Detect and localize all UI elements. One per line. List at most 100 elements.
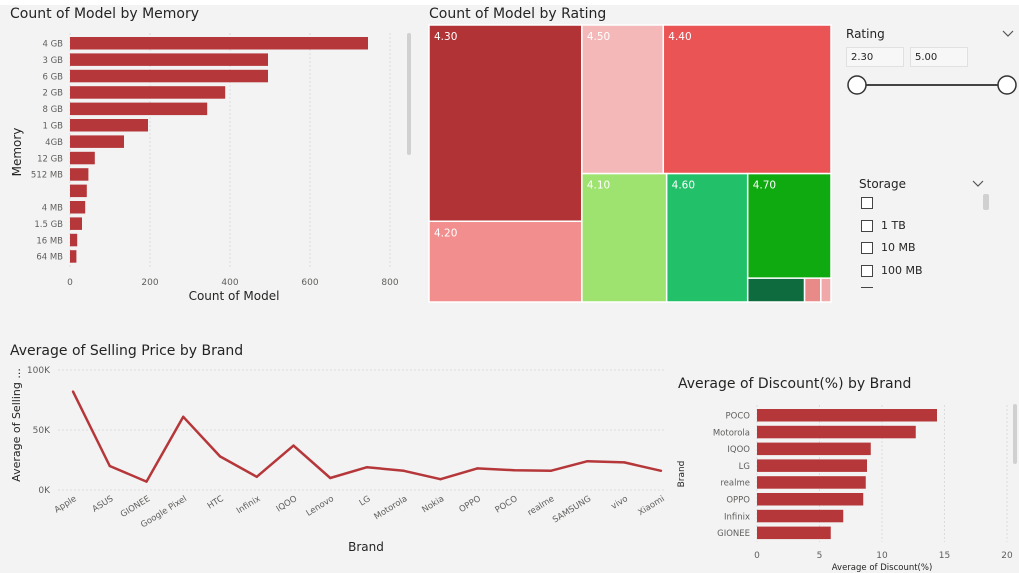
checkbox[interactable]	[861, 264, 873, 277]
x-tick-label: 15	[939, 551, 950, 561]
rating-max-input[interactable]: 5.00	[910, 47, 968, 67]
treemap-tile	[428, 220, 583, 303]
x-tick-label: OPPO	[457, 494, 483, 515]
treemap-tile	[662, 24, 832, 175]
storage-option[interactable]: 10 MB	[861, 241, 916, 254]
storage-option[interactable]: 100 MB	[861, 264, 923, 277]
memory-bar	[70, 86, 226, 99]
treemap-tile	[803, 277, 822, 303]
y-tick-label: 100K	[27, 366, 51, 376]
y-tick-label: IQOO	[727, 445, 750, 455]
discount-chart-scrollbar[interactable]	[1013, 404, 1017, 464]
y-tick-label: 3 GB	[42, 56, 63, 66]
price-point	[623, 461, 626, 464]
discount-bar-chart: 0 5 10 15 20 POCO Motorola IQOO LG realme OPPO Infi…	[677, 405, 1013, 573]
chevron-down-icon[interactable]	[1002, 30, 1014, 38]
discount-chart-title: Average of Discount(%) by Brand	[678, 376, 912, 392]
treemap-tile-label: 4.20	[434, 227, 457, 239]
treemap-tile-label: 4.40	[668, 31, 691, 43]
price-point	[292, 444, 295, 447]
y-tick-label: 512 MB	[31, 171, 63, 181]
rating-treemap: 4.30 4.20 4.50 4.40 4.10 4.60 4.70	[428, 24, 832, 303]
checkbox[interactable]	[861, 197, 873, 209]
y-tick-label: 12 GB	[37, 154, 63, 164]
price-point	[182, 415, 185, 418]
x-tick-label: Xiaomi	[636, 494, 666, 518]
discount-bar	[757, 509, 844, 523]
x-tick-label: 200	[141, 278, 158, 288]
memory-bar	[70, 119, 148, 132]
rating-min-input[interactable]: 2.30	[846, 47, 904, 67]
treemap-tile-label: 4.60	[672, 180, 695, 192]
rating-range-slider[interactable]	[845, 73, 1019, 97]
x-tick-label: Motorola	[373, 494, 410, 522]
treemap-tile	[746, 277, 806, 303]
storage-option[interactable]	[861, 197, 881, 209]
price-point	[512, 469, 516, 472]
rating-treemap-panel[interactable]: Count of Model by Rating 4.30 4.20 4.50 4.4…	[425, 0, 835, 310]
price-point	[71, 390, 75, 393]
memory-bar-chart: 0 200 400 600 800 4 GB 3 GB 6 GB 2 GB 8 GB 1 GB 4GB…	[10, 33, 399, 303]
y-axis-title: Brand	[677, 461, 687, 488]
price-point	[439, 478, 442, 481]
x-tick-label: realme	[526, 494, 556, 518]
rating-slider-min-handle[interactable]	[847, 75, 867, 95]
treemap-tile-label: 4.50	[587, 31, 610, 43]
price-chart-panel[interactable]: Average of Selling Price by Brand 0K 50K 1…	[0, 335, 670, 570]
memory-bar	[70, 217, 82, 230]
x-tick-label: Nokia	[420, 494, 446, 515]
memory-bar	[70, 151, 95, 165]
storage-slicer-title: Storage	[859, 177, 906, 191]
memory-chart-scrollbar[interactable]	[407, 33, 411, 155]
chevron-down-icon[interactable]	[972, 180, 984, 188]
storage-option-label: 100 MB	[881, 264, 923, 277]
y-tick-label: 2 GB	[42, 89, 63, 99]
memory-bar	[70, 69, 268, 83]
discount-bar	[757, 409, 937, 422]
x-axis-title: Brand	[348, 540, 384, 554]
price-point	[108, 464, 111, 468]
x-tick-label: Infinix	[235, 494, 262, 516]
checkbox[interactable]	[861, 241, 873, 254]
memory-bar	[70, 168, 89, 181]
y-tick-label: 4GB	[45, 138, 63, 148]
memory-bar	[70, 37, 368, 50]
discount-bar	[757, 493, 864, 506]
x-tick-label: 10	[876, 551, 888, 561]
treemap-tile	[665, 172, 749, 303]
storage-slicer-scrollbar[interactable]	[983, 194, 989, 210]
price-point	[145, 480, 148, 483]
x-tick-label: 20	[1001, 551, 1013, 561]
x-tick-label: 600	[301, 278, 318, 288]
rating-slider-max-handle[interactable]	[997, 75, 1017, 95]
treemap-tile	[581, 24, 665, 175]
y-axis-title: Average of Selling ...	[10, 368, 23, 482]
x-tick-label: 0	[67, 278, 73, 288]
x-tick-label: IQOO	[275, 494, 300, 515]
memory-bar	[70, 201, 86, 214]
price-point	[402, 469, 405, 472]
discount-chart-panel[interactable]: Average of Discount(%) by Brand 0 5 10 15 20…	[672, 370, 1019, 573]
storage-option[interactable]: 1 TB	[861, 219, 906, 232]
price-point	[218, 455, 222, 458]
y-tick-label: 4 GB	[42, 40, 63, 50]
memory-bar	[70, 184, 87, 198]
memory-bar	[70, 135, 124, 148]
y-tick-label: OPPO	[726, 496, 750, 506]
treemap-tile-label: 4.10	[587, 180, 610, 192]
x-tick-label: Apple	[53, 494, 79, 515]
storage-option-label: 10 MB	[881, 241, 916, 254]
rating-treemap-title: Count of Model by Rating	[429, 6, 607, 22]
price-point	[255, 475, 258, 478]
y-tick-label: 6 GB	[42, 72, 63, 82]
y-tick-label: 1 GB	[42, 122, 63, 132]
memory-chart-panel[interactable]: Count of Model by Memory 0 200 400 600 800 4 …	[0, 0, 420, 310]
treemap-tile	[581, 172, 668, 303]
y-tick-label: realme	[720, 479, 750, 489]
checkbox[interactable]	[861, 219, 873, 232]
treemap-tile	[428, 24, 583, 223]
y-tick-label: 0K	[38, 486, 51, 496]
price-point	[476, 467, 479, 470]
storage-option-partial	[861, 287, 873, 288]
storage-option-label: 1 TB	[881, 219, 906, 232]
